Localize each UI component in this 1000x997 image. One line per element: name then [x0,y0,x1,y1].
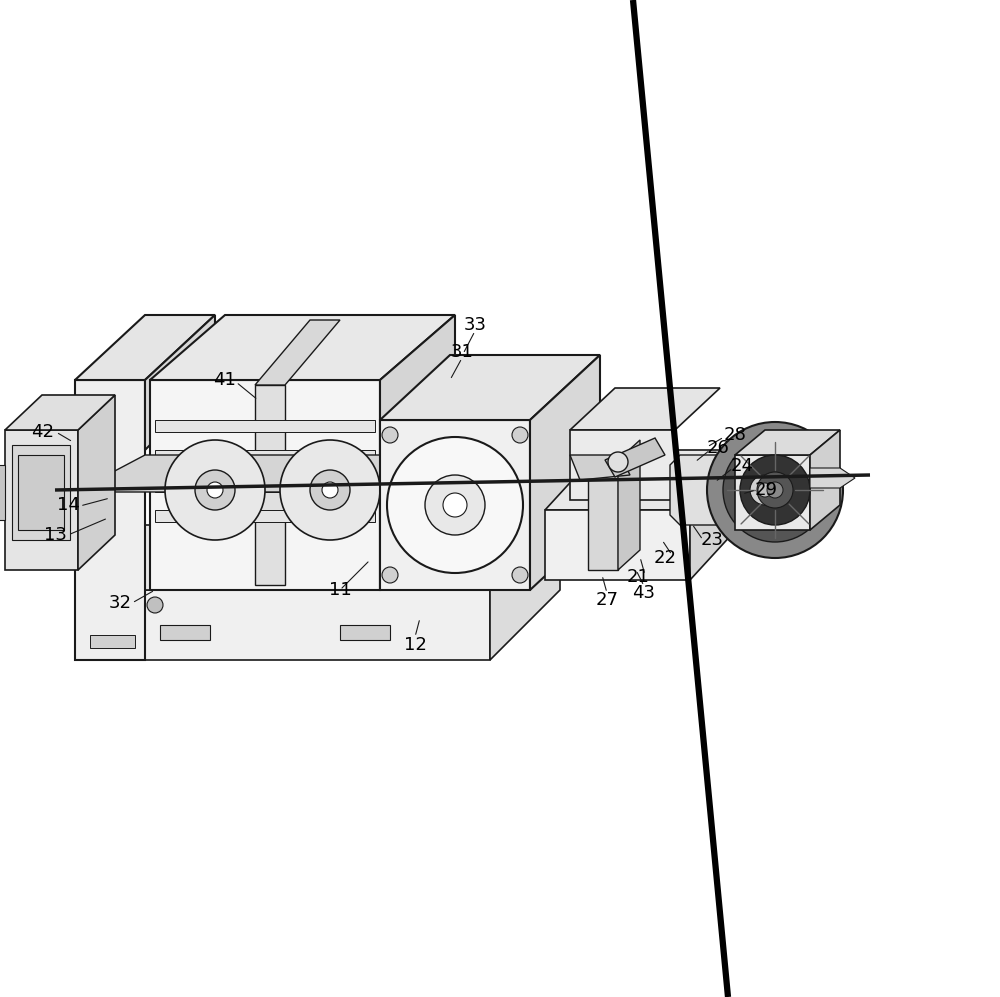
Circle shape [443,493,467,517]
Circle shape [280,440,380,540]
Polygon shape [5,395,115,430]
Polygon shape [5,430,78,570]
Polygon shape [145,315,215,450]
Text: 31: 31 [451,343,473,361]
Text: 33: 33 [464,316,486,334]
Circle shape [165,440,265,540]
Circle shape [472,554,488,570]
Polygon shape [160,625,210,640]
Text: 29: 29 [755,481,778,499]
Polygon shape [255,385,285,585]
Polygon shape [0,465,5,520]
Circle shape [322,482,338,498]
Polygon shape [75,525,560,590]
Text: 21: 21 [627,568,649,586]
Polygon shape [155,420,375,432]
Polygon shape [380,420,530,590]
Text: 23: 23 [700,531,724,549]
Polygon shape [810,468,855,488]
Polygon shape [150,380,380,590]
Circle shape [412,547,428,563]
Polygon shape [490,525,560,660]
Polygon shape [605,438,665,477]
Circle shape [608,452,628,472]
Circle shape [723,438,827,542]
Text: 41: 41 [214,371,236,389]
Polygon shape [380,315,455,590]
Polygon shape [75,455,455,492]
Polygon shape [155,480,375,492]
Polygon shape [90,635,135,648]
Text: 26: 26 [707,439,729,457]
Circle shape [195,470,235,510]
Circle shape [757,472,793,508]
Polygon shape [810,430,840,530]
Polygon shape [380,355,600,420]
Polygon shape [78,395,115,570]
Circle shape [382,427,398,443]
Polygon shape [618,440,640,570]
Circle shape [512,567,528,583]
Circle shape [750,475,780,505]
Circle shape [512,427,528,443]
Polygon shape [530,355,600,590]
Polygon shape [670,455,760,525]
Circle shape [425,475,485,535]
Polygon shape [735,455,810,530]
Text: 27: 27 [596,591,618,609]
Polygon shape [570,430,675,500]
Circle shape [382,567,398,583]
Polygon shape [545,510,690,580]
Polygon shape [75,315,215,380]
Circle shape [767,482,783,498]
Polygon shape [735,430,840,455]
Polygon shape [150,315,455,380]
Polygon shape [570,455,630,480]
Circle shape [207,482,223,498]
Polygon shape [588,460,618,570]
Circle shape [387,437,523,573]
Circle shape [442,550,458,566]
Polygon shape [155,510,375,522]
Text: 14: 14 [57,496,79,514]
Text: 22: 22 [654,549,676,567]
Text: 42: 42 [32,423,54,441]
Text: 32: 32 [108,594,132,612]
Circle shape [758,483,772,497]
Text: 28: 28 [724,426,746,444]
Polygon shape [255,320,340,385]
Polygon shape [340,625,390,640]
Circle shape [310,470,350,510]
Polygon shape [690,450,745,580]
Text: 11: 11 [329,581,351,599]
Text: 12: 12 [404,636,426,654]
Polygon shape [155,450,375,462]
Text: 43: 43 [633,584,656,602]
Circle shape [147,597,163,613]
Polygon shape [545,450,745,510]
Circle shape [707,422,843,558]
Text: 13: 13 [44,526,66,544]
Polygon shape [75,380,145,660]
Bar [18,455,64,530]
Circle shape [740,455,810,525]
Text: 24: 24 [730,457,754,475]
Bar [12,445,70,540]
Polygon shape [570,388,720,430]
Polygon shape [75,590,490,660]
